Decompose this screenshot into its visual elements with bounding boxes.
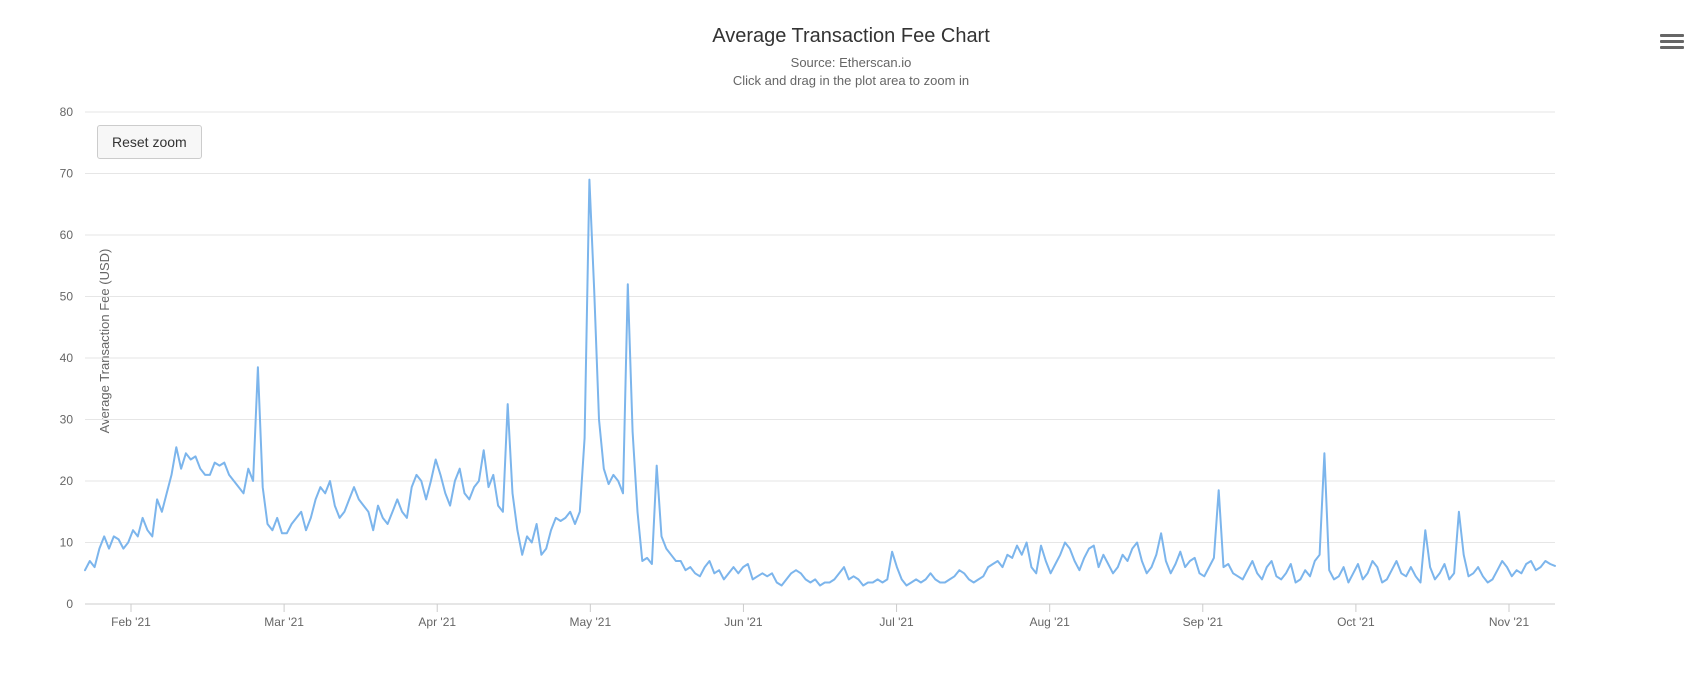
y-tick-label: 50 <box>60 290 74 304</box>
x-tick-label: Mar '21 <box>264 615 304 629</box>
series-line <box>85 180 1555 586</box>
chart-menu-icon[interactable] <box>1660 30 1684 52</box>
y-tick-label: 70 <box>60 167 74 181</box>
subtitle-hint: Click and drag in the plot area to zoom … <box>733 73 969 88</box>
x-tick-label: Apr '21 <box>418 615 456 629</box>
x-tick-label: Aug '21 <box>1030 615 1071 629</box>
y-tick-label: 30 <box>60 413 74 427</box>
x-tick-label: Oct '21 <box>1337 615 1375 629</box>
chart-subtitle: Source: Etherscan.io Click and drag in t… <box>0 54 1702 89</box>
y-tick-label: 20 <box>60 474 74 488</box>
chart-container: Average Transaction Fee Chart Source: Et… <box>0 0 1702 682</box>
x-tick-label: Jun '21 <box>724 615 763 629</box>
x-tick-label: Nov '21 <box>1489 615 1530 629</box>
y-axis-title: Average Transaction Fee (USD) <box>97 249 112 434</box>
subtitle-source: Source: Etherscan.io <box>791 55 912 70</box>
y-tick-label: 0 <box>66 597 73 611</box>
x-tick-label: Sep '21 <box>1183 615 1224 629</box>
x-tick-label: May '21 <box>570 615 612 629</box>
chart-header: Average Transaction Fee Chart Source: Et… <box>0 0 1702 89</box>
y-tick-label: 80 <box>60 105 74 119</box>
y-tick-label: 60 <box>60 228 74 242</box>
y-tick-label: 40 <box>60 351 74 365</box>
x-tick-label: Feb '21 <box>111 615 151 629</box>
y-tick-label: 10 <box>60 536 74 550</box>
chart-plot[interactable]: 0 10 20 30 40 50 60 70 80 Feb '21 Mar '21 Apr '21 Ma… <box>0 0 1702 682</box>
chart-title: Average Transaction Fee Chart <box>0 25 1702 48</box>
x-tick-label: Jul '21 <box>879 615 914 629</box>
reset-zoom-button[interactable]: Reset zoom <box>97 125 202 159</box>
